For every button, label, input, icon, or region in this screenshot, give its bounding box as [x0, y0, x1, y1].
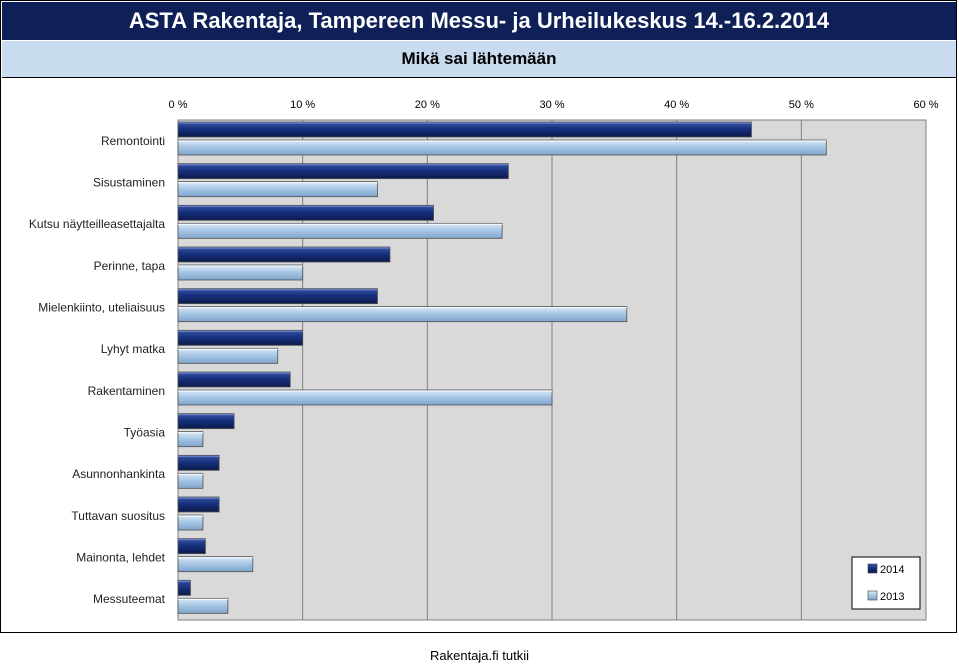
x-tick-label: 20 % — [415, 99, 440, 111]
bar-2014 — [177, 454, 220, 471]
category-label: Kutsu näytteilleasettajalta — [29, 217, 165, 231]
legend-label: 2014 — [880, 564, 904, 576]
bar-2014 — [177, 329, 304, 346]
category-label: Mainonta, lehdet — [76, 551, 165, 565]
bar-2013 — [177, 431, 204, 448]
category-label: Mielenkiinto, uteliaisuus — [38, 301, 165, 315]
bar-2013 — [177, 347, 279, 364]
legend-label: 2013 — [880, 591, 904, 603]
chart-title: Mikä sai lähtemään — [401, 49, 557, 68]
bar-2013 — [177, 222, 503, 239]
bar-2013 — [177, 389, 553, 406]
bar-2014 — [177, 204, 434, 221]
category-label: Perinne, tapa — [94, 259, 166, 273]
bar-2014 — [177, 371, 291, 388]
bar-chart: 0 % 10 % 20 % 30 % 40 % 50 % 60 % Remontointi Si… — [29, 99, 939, 621]
bar-2013 — [177, 556, 254, 573]
chart-header: ASTA Rakentaja, Tampereen Messu- ja Urhe… — [2, 2, 956, 40]
category-label: Tuttavan suositus — [71, 509, 165, 523]
category-label: Työasia — [124, 426, 166, 440]
category-label: Messuteemat — [93, 592, 166, 606]
bar-2014 — [177, 288, 378, 305]
category-label: Asunnonhankinta — [72, 467, 165, 481]
x-tick-label: 0 % — [169, 99, 188, 111]
legend-swatch-2013 — [867, 590, 878, 601]
bar-2014 — [177, 121, 752, 138]
bar-2013 — [177, 181, 378, 198]
bar-2014 — [177, 163, 509, 180]
x-tick-label: 60 % — [913, 99, 938, 111]
x-tick-label: 10 % — [290, 99, 315, 111]
header-title: ASTA Rakentaja, Tampereen Messu- ja Urhe… — [128, 8, 830, 33]
footer: Rakentaja.fi tutkii — [0, 648, 959, 663]
category-label: Rakentaminen — [88, 384, 165, 398]
x-tick-label: 40 % — [664, 99, 689, 111]
bar-2013 — [177, 139, 827, 156]
category-label: Sisustaminen — [93, 176, 165, 190]
legend-box — [851, 556, 921, 610]
bar-2013 — [177, 306, 628, 323]
bar-2013 — [177, 514, 204, 531]
bar-2014 — [177, 246, 391, 263]
bar-2013 — [177, 597, 229, 614]
category-label: Remontointi — [101, 134, 165, 148]
bar-2014 — [177, 413, 235, 430]
x-tick-label: 30 % — [539, 99, 564, 111]
footer-text: Rakentaja.fi tutkii — [430, 648, 529, 663]
bar-2014 — [177, 538, 206, 555]
category-label: Lyhyt matka — [101, 342, 166, 356]
chart-title-bar: Mikä sai lähtemään — [2, 41, 956, 78]
legend-swatch-2014 — [867, 563, 878, 574]
bar-2014 — [177, 496, 220, 513]
x-tick-label: 50 % — [789, 99, 814, 111]
bar-2013 — [177, 264, 304, 281]
bar-2013 — [177, 472, 204, 489]
bar-2014 — [177, 579, 191, 596]
